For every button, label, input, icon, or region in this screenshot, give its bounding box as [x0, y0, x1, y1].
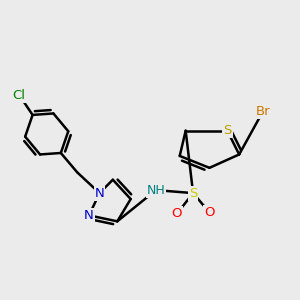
Text: Cl: Cl	[13, 88, 26, 101]
Text: S: S	[223, 124, 232, 137]
Text: NH: NH	[147, 184, 165, 196]
Text: N: N	[84, 209, 94, 222]
Text: O: O	[172, 207, 182, 220]
Text: O: O	[204, 206, 215, 219]
Text: Br: Br	[256, 105, 270, 118]
Text: S: S	[189, 187, 197, 200]
Text: N: N	[94, 187, 104, 200]
